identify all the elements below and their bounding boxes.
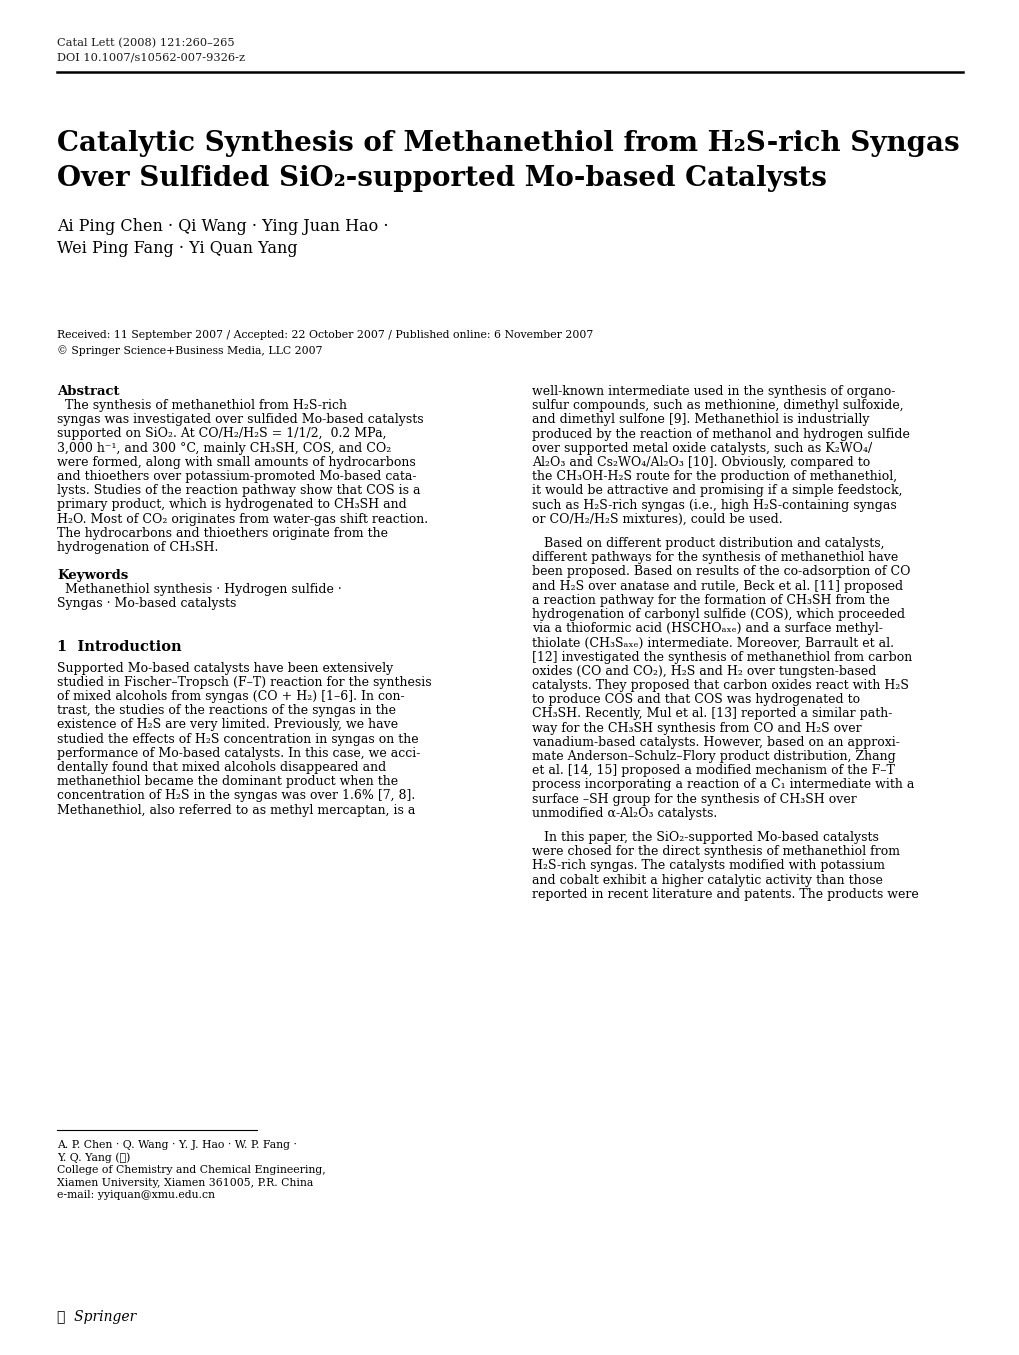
Text: vanadium-based catalysts. However, based on an approxi-: vanadium-based catalysts. However, based…	[532, 736, 899, 749]
Text: studied the effects of H₂S concentration in syngas on the: studied the effects of H₂S concentration…	[57, 733, 418, 745]
Text: Methanethiol, also referred to as methyl mercaptan, is a: Methanethiol, also referred to as methyl…	[57, 804, 415, 817]
Text: sulfur compounds, such as methionine, dimethyl sulfoxide,: sulfur compounds, such as methionine, di…	[532, 400, 903, 412]
Text: Catalytic Synthesis of Methanethiol from H₂S-rich Syngas: Catalytic Synthesis of Methanethiol from…	[57, 130, 959, 157]
Text: the CH₃OH-H₂S route for the production of methanethiol,: the CH₃OH-H₂S route for the production o…	[532, 470, 897, 484]
Text: been proposed. Based on results of the co-adsorption of CO: been proposed. Based on results of the c…	[532, 565, 910, 579]
Text: dentally found that mixed alcohols disappeared and: dentally found that mixed alcohols disap…	[57, 762, 386, 774]
Text: Y. Q. Yang (✉): Y. Q. Yang (✉)	[57, 1153, 130, 1163]
Text: 1  Introduction: 1 Introduction	[57, 640, 181, 653]
Text: DOI 10.1007/s10562-007-9326-z: DOI 10.1007/s10562-007-9326-z	[57, 51, 245, 62]
Text: oxides (CO and CO₂), H₂S and H₂ over tungsten-based: oxides (CO and CO₂), H₂S and H₂ over tun…	[532, 665, 875, 678]
Text: e-mail: yyiquan@xmu.edu.cn: e-mail: yyiquan@xmu.edu.cn	[57, 1190, 215, 1201]
Text: H₂S-rich syngas. The catalysts modified with potassium: H₂S-rich syngas. The catalysts modified …	[532, 859, 884, 873]
Text: surface –SH group for the synthesis of CH₃SH over: surface –SH group for the synthesis of C…	[532, 793, 856, 806]
Text: and H₂S over anatase and rutile, Beck et al. [11] proposed: and H₂S over anatase and rutile, Beck et…	[532, 580, 902, 592]
Text: thiolate (CH₃Sₐₓₑ) intermediate. Moreover, Barrault et al.: thiolate (CH₃Sₐₓₑ) intermediate. Moreove…	[532, 637, 893, 649]
Text: [12] investigated the synthesis of methanethiol from carbon: [12] investigated the synthesis of metha…	[532, 650, 911, 664]
Text: syngas was investigated over sulfided Mo-based catalysts: syngas was investigated over sulfided Mo…	[57, 413, 423, 427]
Text: via a thioformic acid (HSCHOₐₓₑ) and a surface methyl-: via a thioformic acid (HSCHOₐₓₑ) and a s…	[532, 622, 882, 635]
Text: of mixed alcohols from syngas (CO + H₂) [1–6]. In con-: of mixed alcohols from syngas (CO + H₂) …	[57, 690, 405, 703]
Text: Abstract: Abstract	[57, 385, 119, 398]
Text: Received: 11 September 2007 / Accepted: 22 October 2007 / Published online: 6 No: Received: 11 September 2007 / Accepted: …	[57, 331, 593, 340]
Text: mate Anderson–Schulz–Flory product distribution, Zhang: mate Anderson–Schulz–Flory product distr…	[532, 751, 895, 763]
Text: concentration of H₂S in the syngas was over 1.6% [7, 8].: concentration of H₂S in the syngas was o…	[57, 790, 415, 802]
Text: a reaction pathway for the formation of CH₃SH from the: a reaction pathway for the formation of …	[532, 593, 889, 607]
Text: studied in Fischer–Tropsch (F–T) reaction for the synthesis: studied in Fischer–Tropsch (F–T) reactio…	[57, 676, 431, 688]
Text: ℓ  Springer: ℓ Springer	[57, 1310, 137, 1324]
Text: College of Chemistry and Chemical Engineering,: College of Chemistry and Chemical Engine…	[57, 1165, 325, 1175]
Text: or CO/H₂/H₂S mixtures), could be used.: or CO/H₂/H₂S mixtures), could be used.	[532, 512, 782, 526]
Text: well-known intermediate used in the synthesis of organo-: well-known intermediate used in the synt…	[532, 385, 895, 398]
Text: In this paper, the SiO₂-supported Mo-based catalysts: In this paper, the SiO₂-supported Mo-bas…	[532, 831, 878, 844]
Text: Wei Ping Fang · Yi Quan Yang: Wei Ping Fang · Yi Quan Yang	[57, 240, 298, 257]
Text: et al. [14, 15] proposed a modified mechanism of the F–T: et al. [14, 15] proposed a modified mech…	[532, 764, 894, 778]
Text: Keywords: Keywords	[57, 569, 128, 583]
Text: 3,000 h⁻¹, and 300 °C, mainly CH₃SH, COS, and CO₂: 3,000 h⁻¹, and 300 °C, mainly CH₃SH, COS…	[57, 442, 391, 454]
Text: to produce COS and that COS was hydrogenated to: to produce COS and that COS was hydrogen…	[532, 694, 859, 706]
Text: and cobalt exhibit a higher catalytic activity than those: and cobalt exhibit a higher catalytic ac…	[532, 874, 882, 886]
Text: Catal Lett (2008) 121:260–265: Catal Lett (2008) 121:260–265	[57, 38, 234, 49]
Text: Al₂O₃ and Cs₂WO₄/Al₂O₃ [10]. Obviously, compared to: Al₂O₃ and Cs₂WO₄/Al₂O₃ [10]. Obviously, …	[532, 457, 869, 469]
Text: catalysts. They proposed that carbon oxides react with H₂S: catalysts. They proposed that carbon oxi…	[532, 679, 908, 692]
Text: methanethiol became the dominant product when the: methanethiol became the dominant product…	[57, 775, 397, 789]
Text: hydrogenation of carbonyl sulfide (COS), which proceeded: hydrogenation of carbonyl sulfide (COS),…	[532, 608, 904, 621]
Text: such as H₂S-rich syngas (i.e., high H₂S-containing syngas: such as H₂S-rich syngas (i.e., high H₂S-…	[532, 499, 896, 512]
Text: Methanethiol synthesis · Hydrogen sulfide ·: Methanethiol synthesis · Hydrogen sulfid…	[57, 583, 341, 596]
Text: Over Sulfided SiO₂-supported Mo-based Catalysts: Over Sulfided SiO₂-supported Mo-based Ca…	[57, 165, 826, 192]
Text: produced by the reaction of methanol and hydrogen sulfide: produced by the reaction of methanol and…	[532, 428, 909, 440]
Text: unmodified α-Al₂O₃ catalysts.: unmodified α-Al₂O₃ catalysts.	[532, 806, 716, 820]
Text: primary product, which is hydrogenated to CH₃SH and: primary product, which is hydrogenated t…	[57, 499, 407, 511]
Text: Xiamen University, Xiamen 361005, P.R. China: Xiamen University, Xiamen 361005, P.R. C…	[57, 1177, 313, 1187]
Text: Syngas · Mo-based catalysts: Syngas · Mo-based catalysts	[57, 598, 236, 610]
Text: reported in recent literature and patents. The products were: reported in recent literature and patent…	[532, 888, 918, 901]
Text: H₂O. Most of CO₂ originates from water-gas shift reaction.: H₂O. Most of CO₂ originates from water-g…	[57, 512, 428, 526]
Text: Supported Mo-based catalysts have been extensively: Supported Mo-based catalysts have been e…	[57, 661, 393, 675]
Text: supported on SiO₂. At CO/H₂/H₂S = 1/1/2,  0.2 MPa,: supported on SiO₂. At CO/H₂/H₂S = 1/1/2,…	[57, 427, 386, 440]
Text: were chosed for the direct synthesis of methanethiol from: were chosed for the direct synthesis of …	[532, 846, 899, 858]
Text: it would be attractive and promising if a simple feedstock,: it would be attractive and promising if …	[532, 484, 902, 497]
Text: hydrogenation of CH₃SH.: hydrogenation of CH₃SH.	[57, 541, 218, 554]
Text: over supported metal oxide catalysts, such as K₂WO₄/: over supported metal oxide catalysts, su…	[532, 442, 871, 455]
Text: CH₃SH. Recently, Mul et al. [13] reported a similar path-: CH₃SH. Recently, Mul et al. [13] reporte…	[532, 707, 892, 721]
Text: © Springer Science+Business Media, LLC 2007: © Springer Science+Business Media, LLC 2…	[57, 346, 322, 356]
Text: The hydrocarbons and thioethers originate from the: The hydrocarbons and thioethers originat…	[57, 527, 387, 539]
Text: were formed, along with small amounts of hydrocarbons: were formed, along with small amounts of…	[57, 455, 416, 469]
Text: process incorporating a reaction of a C₁ intermediate with a: process incorporating a reaction of a C₁…	[532, 778, 913, 791]
Text: trast, the studies of the reactions of the syngas in the: trast, the studies of the reactions of t…	[57, 705, 395, 717]
Text: lysts. Studies of the reaction pathway show that COS is a: lysts. Studies of the reaction pathway s…	[57, 484, 420, 497]
Text: performance of Mo-based catalysts. In this case, we acci-: performance of Mo-based catalysts. In th…	[57, 747, 420, 760]
Text: The synthesis of methanethiol from H₂S-rich: The synthesis of methanethiol from H₂S-r…	[57, 398, 346, 412]
Text: A. P. Chen · Q. Wang · Y. J. Hao · W. P. Fang ·: A. P. Chen · Q. Wang · Y. J. Hao · W. P.…	[57, 1140, 297, 1150]
Text: and dimethyl sulfone [9]. Methanethiol is industrially: and dimethyl sulfone [9]. Methanethiol i…	[532, 413, 868, 427]
Text: existence of H₂S are very limited. Previously, we have: existence of H₂S are very limited. Previ…	[57, 718, 397, 732]
Text: and thioethers over potassium-promoted Mo-based cata-: and thioethers over potassium-promoted M…	[57, 470, 416, 482]
Text: different pathways for the synthesis of methanethiol have: different pathways for the synthesis of …	[532, 551, 898, 564]
Text: way for the CH₃SH synthesis from CO and H₂S over: way for the CH₃SH synthesis from CO and …	[532, 722, 861, 734]
Text: Ai Ping Chen · Qi Wang · Ying Juan Hao ·: Ai Ping Chen · Qi Wang · Ying Juan Hao ·	[57, 218, 388, 234]
Text: Based on different product distribution and catalysts,: Based on different product distribution …	[532, 537, 883, 550]
